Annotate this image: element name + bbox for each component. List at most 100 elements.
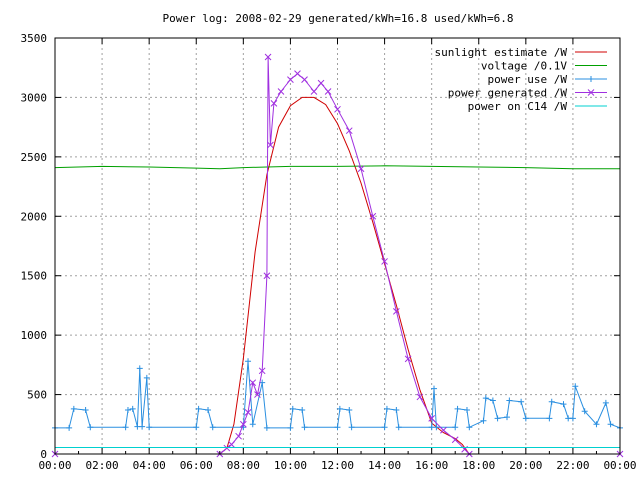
x-tick-label: 06:00 (180, 459, 213, 472)
data-point (393, 308, 400, 315)
data-point (395, 424, 402, 431)
data-point (607, 421, 614, 428)
data-point (193, 424, 200, 431)
x-tick-label: 04:00 (133, 459, 166, 472)
data-point (334, 105, 341, 113)
data-point (593, 421, 600, 428)
y-tick-label: 500 (27, 389, 47, 402)
data-point (205, 407, 212, 414)
data-point (66, 424, 73, 431)
legend-label: power generated /W (448, 87, 568, 100)
data-point (249, 379, 257, 387)
data-point (324, 88, 332, 95)
data-point (70, 405, 77, 412)
data-point (122, 424, 129, 431)
x-tick-label: 12:00 (321, 459, 354, 472)
x-tick-labels: 00:00 02:00 04:00 06:00 08:00 10:00 12:00 14:00… (38, 459, 636, 472)
data-point (504, 414, 510, 421)
legend-label: power on C14 /W (468, 100, 568, 113)
x-tick-label: 00:00 (38, 459, 71, 472)
data-point (294, 70, 301, 78)
data-point (522, 415, 529, 422)
x-tick-label: 16:00 (415, 459, 448, 472)
data-point (357, 165, 365, 173)
x-tick-label: 14:00 (368, 459, 401, 472)
data-point (301, 424, 308, 431)
x-tick-label: 08:00 (227, 459, 260, 472)
axis-ticks (54, 37, 621, 455)
data-point (235, 432, 242, 440)
series-4 (51, 53, 624, 458)
data-point (560, 401, 567, 408)
data-point (334, 424, 341, 431)
data-point (381, 424, 388, 431)
series-1 (55, 96, 620, 455)
data-point (301, 76, 308, 83)
data-point (466, 424, 473, 431)
data-point (310, 88, 318, 95)
y-tick-label: 3500 (21, 32, 48, 45)
data-point (239, 420, 247, 428)
data-point (546, 415, 553, 422)
y-tick-label: 1000 (21, 329, 48, 342)
data-point (136, 365, 143, 372)
series-line (55, 96, 620, 455)
y-tick-label: 2500 (21, 151, 48, 164)
data-point (289, 405, 296, 412)
y-tick-label: 1500 (21, 270, 48, 283)
data-point (264, 53, 272, 61)
data-point (404, 355, 412, 363)
series-3 (52, 358, 623, 431)
series-layer (51, 53, 624, 458)
data-point (440, 426, 447, 434)
data-point (249, 421, 256, 428)
data-point (287, 424, 294, 431)
x-tick-label: 00:00 (603, 459, 636, 472)
data-point (143, 374, 150, 381)
data-point (87, 424, 94, 431)
data-point (223, 444, 231, 452)
data-point (346, 407, 353, 414)
series-2 (54, 165, 620, 170)
series-line (54, 165, 620, 170)
data-point (299, 407, 306, 414)
data-point (263, 272, 271, 280)
data-point (228, 441, 235, 448)
data-point (254, 391, 261, 398)
data-point (489, 397, 496, 404)
data-point (244, 409, 252, 416)
data-point (548, 398, 555, 405)
data-point (518, 398, 525, 405)
y-tick-label: 0 (40, 448, 47, 461)
data-point (451, 436, 459, 444)
data-point (482, 395, 489, 402)
x-tick-label: 02:00 (86, 459, 119, 472)
data-point (258, 367, 266, 375)
data-point (431, 385, 438, 392)
y-tick-label: 3000 (21, 91, 48, 104)
data-point (287, 76, 294, 83)
data-point (146, 424, 153, 431)
data-point (506, 397, 513, 404)
data-point (369, 212, 377, 220)
data-point (263, 424, 270, 431)
data-point (277, 88, 285, 95)
data-point (345, 127, 353, 135)
legend-label: voltage /0.1V (481, 60, 567, 73)
data-point (348, 424, 355, 431)
x-tick-label: 20:00 (509, 459, 542, 472)
data-point (393, 407, 400, 414)
legend-label: power use /W (488, 73, 568, 86)
legend-label: sunlight estimate /W (435, 46, 568, 59)
data-point (454, 405, 461, 412)
data-point (129, 405, 136, 412)
x-tick-label: 22:00 (556, 459, 589, 472)
data-point (416, 393, 424, 401)
data-point (267, 141, 274, 149)
data-point (336, 405, 343, 412)
data-point (452, 424, 459, 431)
y-tick-label: 2000 (21, 210, 48, 223)
x-tick-label: 10:00 (274, 459, 307, 472)
